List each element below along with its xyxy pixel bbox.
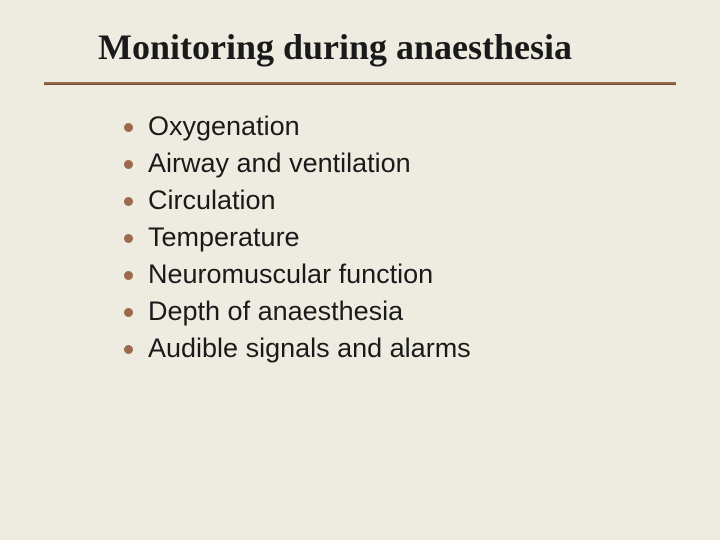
list-item: Oxygenation bbox=[124, 109, 676, 144]
slide: Monitoring during anaesthesia Oxygenatio… bbox=[0, 0, 720, 540]
list-item: Airway and ventilation bbox=[124, 146, 676, 181]
title-area: Monitoring during anaesthesia bbox=[44, 28, 676, 82]
body-area: Oxygenation Airway and ventilation Circu… bbox=[44, 85, 676, 367]
slide-title: Monitoring during anaesthesia bbox=[98, 28, 656, 82]
bullet-list: Oxygenation Airway and ventilation Circu… bbox=[124, 109, 676, 367]
list-item: Circulation bbox=[124, 183, 676, 218]
list-item: Temperature bbox=[124, 220, 676, 255]
list-item: Depth of anaesthesia bbox=[124, 294, 676, 329]
list-item: Audible signals and alarms bbox=[124, 331, 676, 366]
list-item: Neuromuscular function bbox=[124, 257, 676, 292]
